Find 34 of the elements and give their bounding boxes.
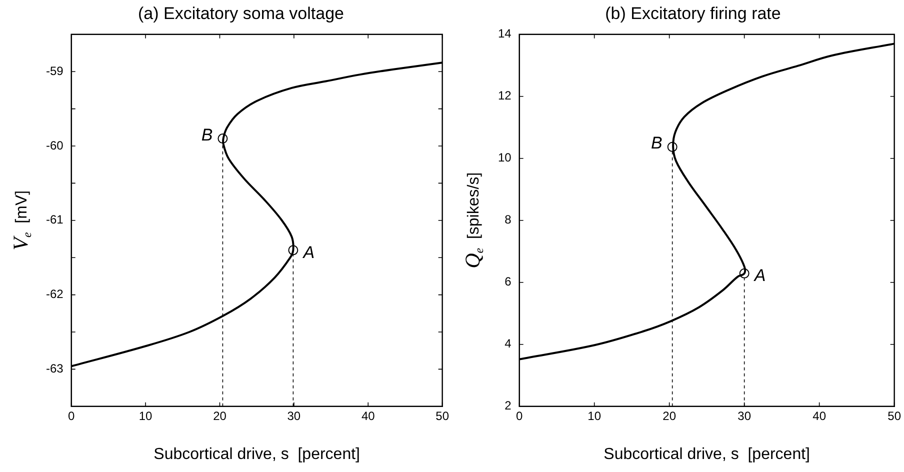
x-tick-label: 20 [662, 408, 676, 423]
x-axis-title: Subcortical drive, s [percent] [154, 446, 360, 463]
chart-title: (a) Excitatory soma voltage [138, 4, 344, 23]
x-tick-label: 0 [68, 408, 75, 423]
y-tick-label: 14 [498, 26, 512, 41]
x-tick-label: 0 [516, 408, 524, 423]
y-tick-label: 2 [504, 398, 512, 413]
x-tick-label: 50 [436, 408, 450, 423]
y-tick-label: -62 [46, 287, 64, 302]
y-axis-title: Qe [spikes/s] [460, 172, 486, 268]
x-tick-label: 30 [287, 408, 301, 423]
x-tick-label: 10 [588, 408, 602, 423]
x-tick-label: 10 [138, 408, 153, 423]
y-tick-label: -60 [46, 138, 64, 152]
x-tick-label: 40 [812, 408, 826, 423]
x-tick-label: 50 [888, 408, 902, 423]
x-tick-label: 30 [738, 408, 752, 423]
y-tick-label: 8 [504, 212, 512, 227]
annotation: A [753, 266, 766, 286]
y-tick-label: -61 [46, 212, 64, 227]
y-tick-label: 4 [504, 336, 512, 351]
y-axis-title: Ve [mV] [8, 190, 34, 250]
chart-title: (b) Excitatory firing rate [605, 4, 781, 23]
y-tick-label: 6 [504, 274, 512, 289]
y-tick-label: -59 [46, 64, 64, 78]
x-tick-label: 20 [213, 408, 227, 423]
y-tick-label: -63 [46, 362, 64, 376]
y-tick-label: 12 [498, 88, 512, 103]
x-axis-title: Subcortical drive, s [percent] [604, 446, 810, 463]
annotation: B [201, 125, 213, 144]
annotation: A [302, 242, 315, 262]
y-tick-label: 10 [498, 150, 512, 165]
x-tick-label: 40 [361, 408, 376, 423]
annotation: B [650, 134, 662, 153]
